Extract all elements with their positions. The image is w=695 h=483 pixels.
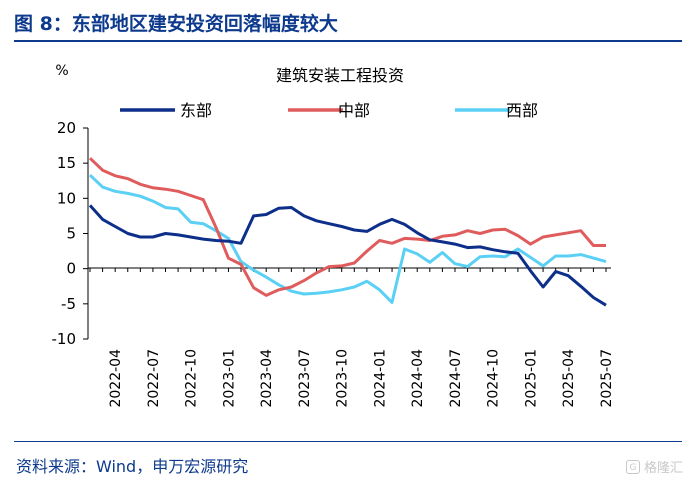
- y-tick-label: -5: [61, 295, 76, 313]
- series-lines: [88, 157, 607, 307]
- x-tick-label: 2022-04: [108, 349, 124, 408]
- axes: 20 15 10 5 0 -5 -10 2022-04 2022-07 2022-10 2023-0…: [52, 119, 616, 408]
- x-tick-label: 2024-01: [372, 349, 388, 408]
- y-tick-label: 0: [66, 260, 76, 278]
- g-logo-icon: G: [625, 459, 640, 474]
- y-tick-label: 10: [57, 189, 76, 207]
- x-tick-label: 2023-01: [221, 349, 237, 408]
- x-tick-label: 2024-04: [410, 349, 426, 408]
- x-tick-label: 2022-10: [184, 349, 200, 408]
- figure-title: 图 8：东部地区建安投资回落幅度较大: [14, 13, 338, 35]
- x-tick-label: 2024-10: [486, 349, 502, 408]
- x-tick-label: 2025-01: [523, 349, 539, 408]
- y-axis-unit: %: [55, 63, 68, 79]
- x-tick-label: 2023-07: [297, 349, 313, 408]
- series-line-2: [88, 174, 607, 304]
- watermark: G 格隆汇: [625, 457, 683, 476]
- chart-title: 建筑安装工程投资: [276, 66, 404, 85]
- y-tick-label: 20: [57, 119, 76, 137]
- legend-label: 中部: [338, 101, 370, 120]
- x-tick-label: 2024-07: [448, 349, 464, 408]
- y-tick-label: 15: [57, 154, 76, 172]
- series-line-1: [88, 157, 606, 297]
- legend: 东部 中部 西部: [120, 101, 538, 120]
- x-tick-label: 2025-04: [561, 349, 577, 408]
- x-tick-label: 2022-07: [146, 349, 162, 408]
- x-tick-label: 2023-10: [335, 349, 351, 408]
- footer-divider: [14, 441, 682, 442]
- series-line-0: [88, 204, 607, 307]
- x-tick-label: 2025-07: [599, 349, 615, 408]
- title-divider: [14, 40, 682, 42]
- legend-label: 西部: [506, 101, 538, 120]
- x-tick-label: 2023-04: [259, 349, 275, 408]
- source-note: 资料来源：Wind，申万宏源研究: [16, 457, 249, 476]
- y-tick-label: 5: [66, 225, 76, 243]
- y-tick-label: -10: [52, 330, 77, 348]
- legend-label: 东部: [180, 101, 212, 120]
- watermark-text: 格隆汇: [643, 461, 683, 476]
